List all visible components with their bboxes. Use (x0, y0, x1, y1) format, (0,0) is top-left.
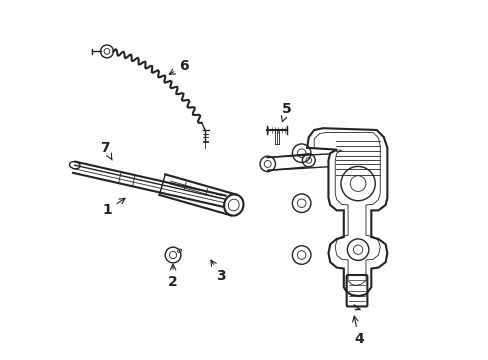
Text: 1: 1 (102, 198, 125, 217)
Text: 7: 7 (100, 141, 112, 160)
Text: 4: 4 (352, 316, 363, 346)
Text: 3: 3 (210, 260, 225, 283)
Text: 5: 5 (281, 102, 291, 122)
Text: 2: 2 (168, 264, 178, 289)
Text: 6: 6 (169, 59, 188, 74)
